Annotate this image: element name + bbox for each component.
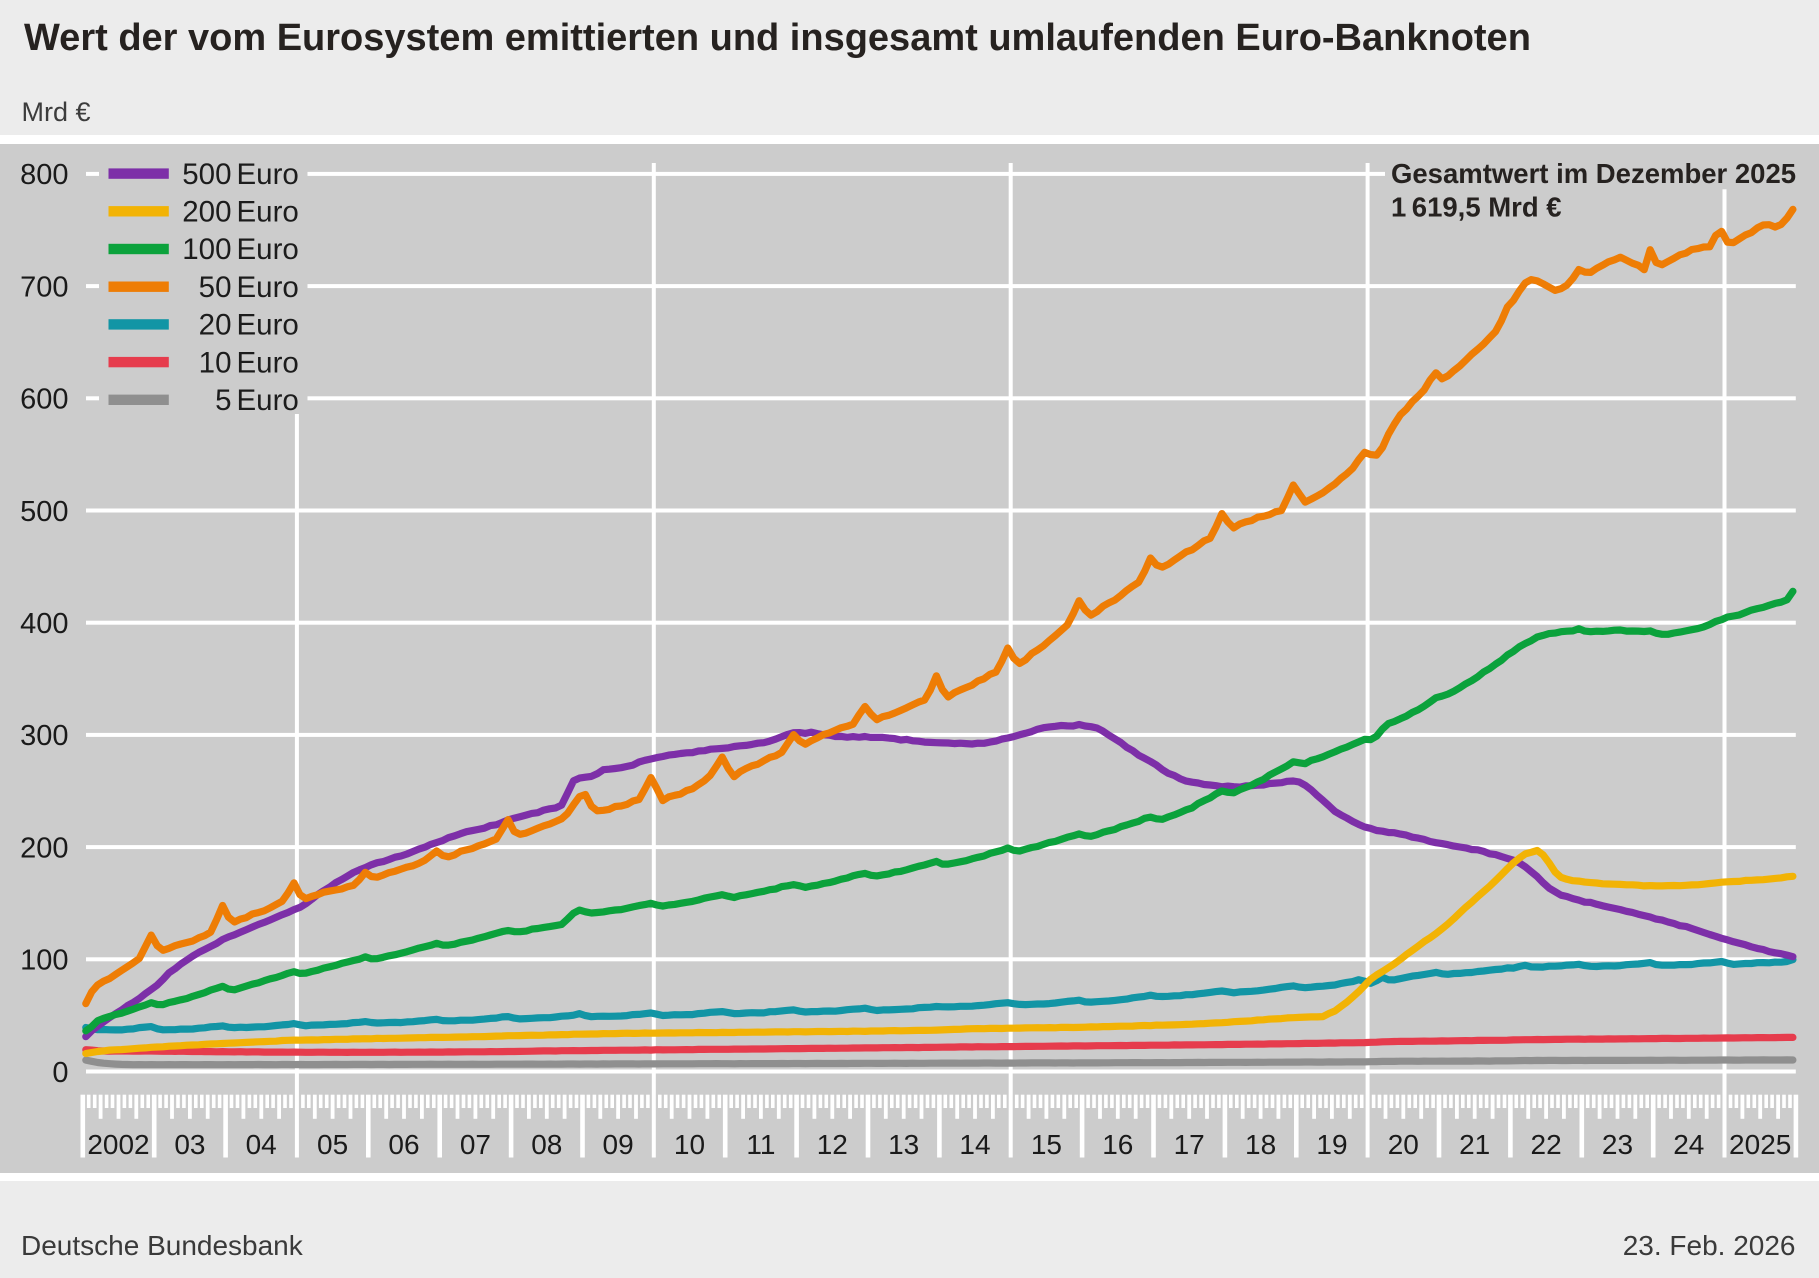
- svg-text:200: 200: [20, 832, 68, 864]
- svg-text:400: 400: [20, 608, 68, 640]
- svg-text:700: 700: [20, 271, 68, 303]
- svg-text:5: 5: [215, 384, 231, 417]
- svg-text:2002: 2002: [87, 1129, 149, 1160]
- svg-text:Euro: Euro: [237, 233, 299, 266]
- svg-text:Euro: Euro: [237, 196, 299, 229]
- svg-text:Euro: Euro: [237, 309, 299, 342]
- svg-text:800: 800: [20, 159, 68, 191]
- svg-text:08: 08: [531, 1129, 562, 1160]
- svg-text:12: 12: [817, 1129, 848, 1160]
- svg-text:100: 100: [182, 233, 231, 266]
- svg-text:Wert der vom Eurosystem emitti: Wert der vom Eurosystem emittierten und …: [24, 17, 1531, 59]
- svg-text:Euro: Euro: [237, 346, 299, 379]
- svg-text:300: 300: [20, 720, 68, 752]
- svg-text:24: 24: [1673, 1129, 1704, 1160]
- svg-text:17: 17: [1174, 1129, 1205, 1160]
- svg-text:16: 16: [1102, 1129, 1133, 1160]
- svg-text:19: 19: [1316, 1129, 1347, 1160]
- svg-text:04: 04: [246, 1129, 277, 1160]
- svg-text:10: 10: [199, 346, 232, 379]
- svg-text:14: 14: [959, 1129, 990, 1160]
- svg-text:07: 07: [460, 1129, 491, 1160]
- svg-text:11: 11: [746, 1129, 775, 1160]
- svg-text:06: 06: [388, 1129, 419, 1160]
- svg-text:13: 13: [888, 1129, 919, 1160]
- svg-text:18: 18: [1245, 1129, 1276, 1160]
- svg-text:600: 600: [20, 384, 68, 416]
- svg-text:500: 500: [182, 158, 231, 191]
- svg-text:Gesamtwert im Dezember 2025: Gesamtwert im Dezember 2025: [1391, 158, 1796, 189]
- svg-text:2025: 2025: [1729, 1129, 1791, 1160]
- svg-text:Euro: Euro: [237, 158, 299, 191]
- svg-text:500: 500: [20, 496, 68, 528]
- svg-text:03: 03: [174, 1129, 205, 1160]
- svg-text:20: 20: [1388, 1129, 1419, 1160]
- svg-text:0: 0: [52, 1057, 68, 1089]
- svg-text:200: 200: [182, 196, 231, 229]
- svg-text:100: 100: [20, 945, 68, 977]
- svg-text:1 619,5 Mrd €: 1 619,5 Mrd €: [1391, 192, 1562, 223]
- svg-text:Euro: Euro: [237, 271, 299, 304]
- svg-text:23: 23: [1602, 1129, 1633, 1160]
- svg-text:23. Feb. 2026: 23. Feb. 2026: [1623, 1230, 1796, 1261]
- svg-text:20: 20: [199, 309, 232, 342]
- svg-text:15: 15: [1031, 1129, 1062, 1160]
- svg-text:Mrd €: Mrd €: [22, 97, 91, 127]
- svg-text:10: 10: [674, 1129, 705, 1160]
- svg-text:22: 22: [1531, 1129, 1562, 1160]
- svg-text:05: 05: [317, 1129, 348, 1160]
- svg-text:21: 21: [1459, 1129, 1490, 1160]
- svg-text:50: 50: [199, 271, 232, 304]
- svg-text:09: 09: [603, 1129, 634, 1160]
- svg-text:Euro: Euro: [237, 384, 299, 417]
- svg-text:Deutsche Bundesbank: Deutsche Bundesbank: [21, 1230, 304, 1261]
